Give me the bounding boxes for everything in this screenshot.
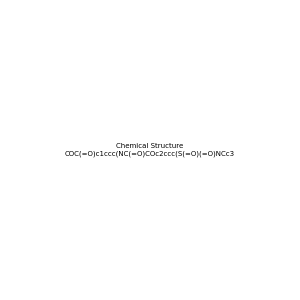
Text: Chemical Structure
COC(=O)c1ccc(NC(=O)COc2ccc(S(=O)(=O)NCc3: Chemical Structure COC(=O)c1ccc(NC(=O)CO…: [65, 143, 235, 157]
